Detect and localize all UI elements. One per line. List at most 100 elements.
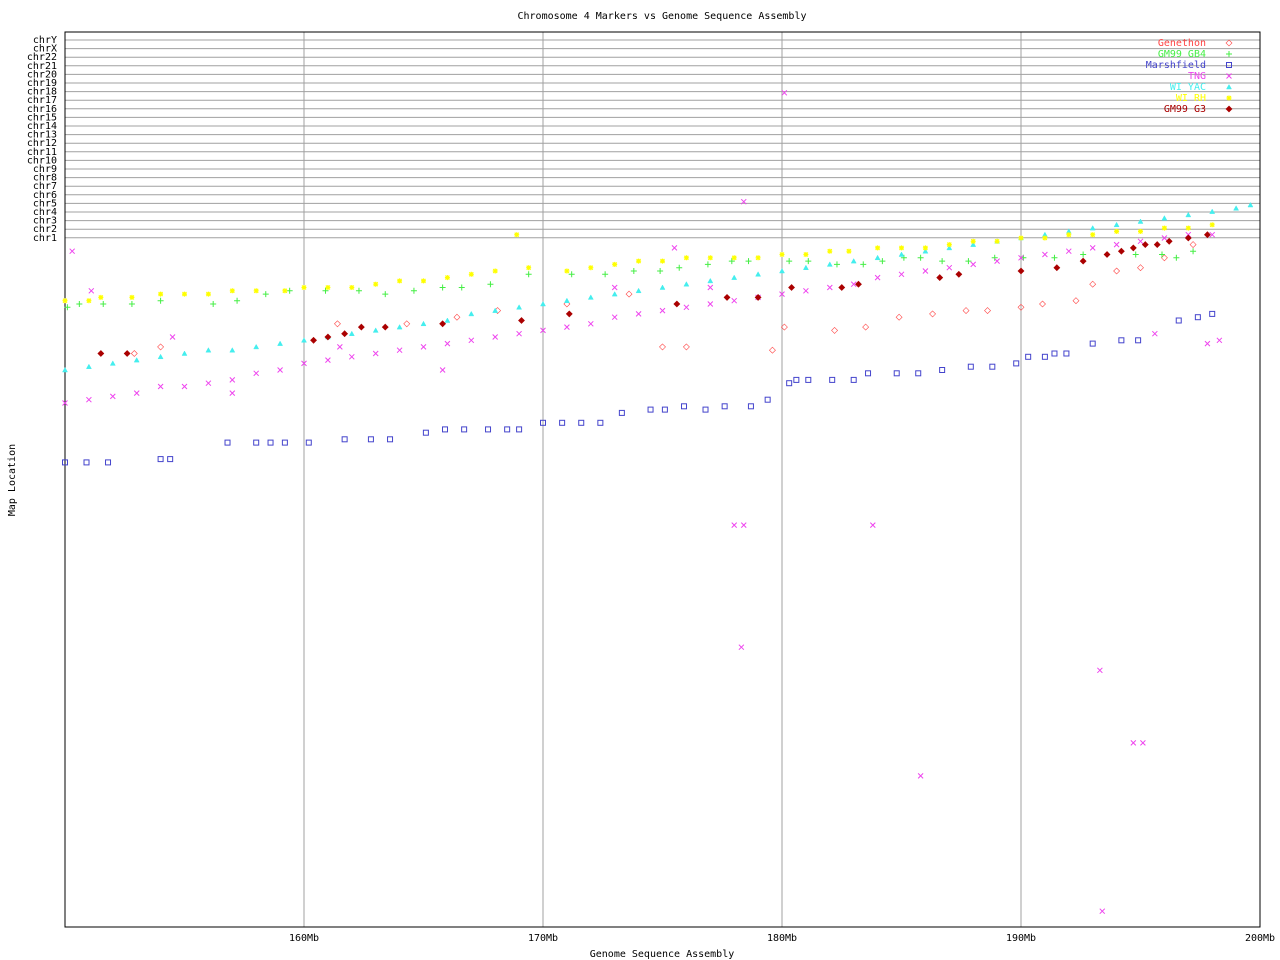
data-point: [410, 287, 417, 294]
data-point: [563, 297, 570, 303]
data-point: [826, 284, 833, 291]
data-point: [325, 357, 331, 363]
legend-symbol: [1226, 95, 1232, 101]
data-point: [109, 360, 116, 366]
data-point: [597, 419, 604, 426]
data-point: [559, 419, 566, 426]
series-gm99-g3: [97, 231, 1211, 357]
data-point: [1113, 241, 1120, 248]
data-point: [1161, 235, 1168, 241]
data-point: [922, 248, 929, 254]
data-point: [1013, 360, 1020, 367]
legend-symbol: [1226, 51, 1232, 57]
chromosome-row-label: chr8: [33, 173, 57, 184]
legend-label: Genethon: [1158, 38, 1206, 49]
data-point: [62, 459, 68, 466]
data-point: [659, 307, 666, 314]
data-point: [64, 304, 71, 311]
data-point: [357, 323, 365, 331]
data-point: [229, 347, 236, 353]
data-point: [922, 268, 929, 274]
data-point: [444, 340, 451, 347]
data-point: [671, 245, 678, 251]
data-point: [826, 261, 833, 267]
data-point: [611, 284, 618, 291]
data-point: [1185, 225, 1191, 231]
data-point: [1118, 337, 1125, 344]
data-point: [1161, 215, 1168, 221]
data-point: [635, 287, 642, 294]
data-point: [659, 343, 666, 351]
data-point: [442, 426, 449, 433]
data-point: [1130, 740, 1137, 746]
data-point: [793, 376, 800, 383]
data-point: [630, 268, 637, 274]
data-point: [939, 258, 946, 265]
data-point: [1194, 314, 1201, 321]
data-point: [898, 251, 905, 257]
legend-label: WI YAC: [1170, 82, 1206, 93]
data-point: [1247, 201, 1254, 208]
data-point: [618, 409, 625, 416]
data-point: [1017, 303, 1025, 311]
legend-symbol: [1225, 39, 1233, 47]
data-point: [381, 323, 389, 331]
data-point: [1161, 225, 1167, 231]
data-point: [421, 278, 426, 284]
data-point: [485, 426, 492, 433]
data-point: [723, 293, 731, 301]
data-point: [1233, 205, 1240, 211]
chromosome-row-label: chr22: [27, 52, 57, 63]
data-point: [492, 334, 499, 340]
data-point: [253, 288, 259, 294]
data-point: [731, 255, 737, 261]
data-point: [833, 261, 840, 268]
data-point: [865, 370, 872, 377]
data-point: [98, 294, 104, 300]
legend-symbol: [1226, 83, 1232, 90]
data-point: [994, 238, 1000, 244]
data-point: [277, 367, 283, 373]
chromosome-row-label: chr15: [27, 112, 57, 123]
data-point: [322, 287, 329, 294]
data-point: [468, 337, 475, 344]
chromosome-row-lines: [65, 39, 1260, 239]
data-point: [1129, 244, 1137, 252]
data-point: [661, 406, 668, 413]
data-point: [301, 285, 307, 290]
data-point: [786, 380, 793, 387]
data-point: [994, 258, 1000, 264]
data-point: [341, 436, 348, 443]
data-point: [1189, 241, 1197, 249]
data-point: [1041, 353, 1048, 360]
data-point: [660, 258, 665, 264]
data-point: [468, 310, 475, 317]
data-point: [747, 403, 754, 410]
data-point: [62, 366, 68, 373]
data-point: [704, 261, 711, 268]
data-point: [611, 314, 618, 321]
data-point: [875, 245, 881, 251]
data-point: [301, 337, 307, 343]
data-point: [895, 313, 903, 321]
data-point: [420, 320, 427, 327]
data-point: [893, 370, 900, 377]
data-point: [1039, 300, 1046, 308]
data-point: [1141, 241, 1149, 249]
data-point: [69, 248, 76, 255]
data-point: [540, 327, 546, 334]
data-point: [683, 255, 689, 261]
data-point: [305, 439, 312, 446]
data-point: [396, 324, 403, 330]
data-point: [970, 241, 977, 247]
plot-frame: [64, 31, 1261, 928]
data-point: [1099, 908, 1106, 915]
data-point: [1089, 245, 1096, 251]
data-point: [253, 343, 260, 350]
data-point: [540, 300, 546, 307]
data-point: [1209, 310, 1216, 317]
data-point: [468, 271, 474, 277]
data-point: [86, 396, 92, 403]
data-point: [341, 330, 349, 338]
data-point: [780, 323, 788, 331]
